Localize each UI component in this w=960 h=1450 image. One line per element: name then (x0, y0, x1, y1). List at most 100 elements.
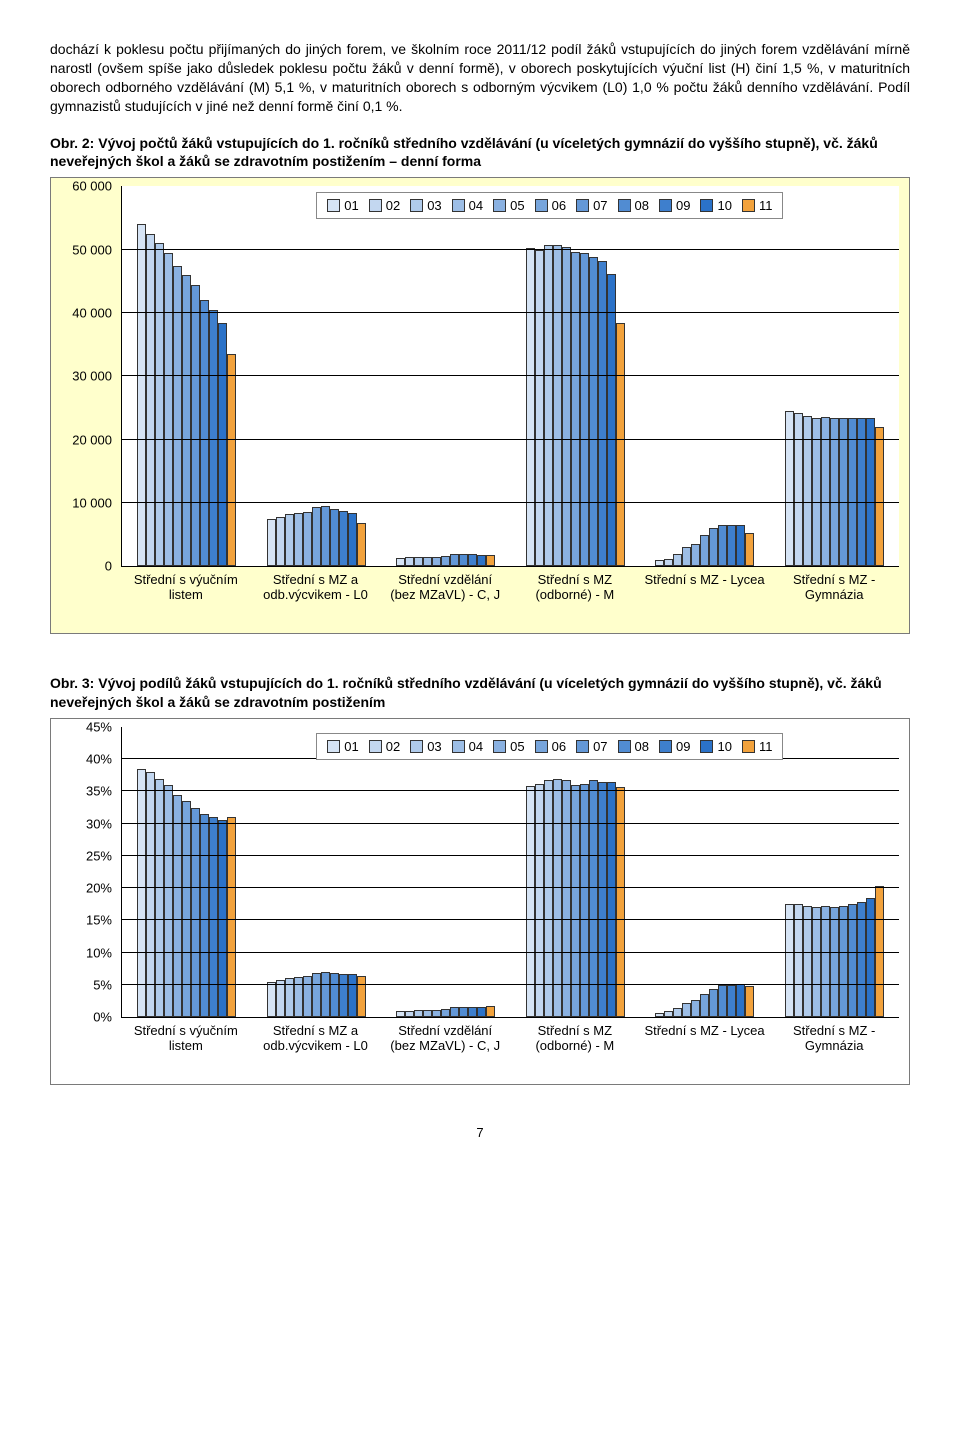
legend-item: 06 (535, 739, 566, 754)
legend-item: 05 (493, 198, 524, 213)
bar (580, 784, 589, 1017)
bar (312, 507, 321, 567)
legend-item: 10 (700, 739, 731, 754)
bar (209, 817, 218, 1017)
bar (155, 779, 164, 1017)
bar (357, 523, 366, 566)
bar (794, 904, 803, 1017)
bar (866, 898, 875, 1017)
bar-set (137, 727, 236, 1017)
legend-label: 05 (510, 198, 524, 213)
legend-item: 10 (700, 198, 731, 213)
legend-swatch (700, 740, 713, 753)
bar (441, 556, 450, 566)
bar (339, 511, 348, 566)
bar (348, 513, 357, 567)
legend-item: 08 (618, 739, 649, 754)
legend-item: 08 (618, 198, 649, 213)
bar (276, 517, 285, 566)
bar-group (640, 186, 770, 566)
bar (218, 323, 227, 567)
legend-swatch (576, 199, 589, 212)
bar-group (381, 186, 511, 566)
bar-set (267, 186, 366, 566)
legend-swatch (618, 199, 631, 212)
bar (839, 418, 848, 567)
bar (450, 1007, 459, 1017)
bar (468, 1007, 477, 1017)
bar-set (655, 186, 754, 566)
legend-label: 01 (344, 198, 358, 213)
legend-swatch (618, 740, 631, 753)
bar (432, 1010, 441, 1017)
legend-label: 11 (759, 739, 773, 754)
chart3-bars (122, 727, 899, 1017)
y-tick-label: 5% (93, 977, 112, 992)
bar (423, 1010, 432, 1017)
y-tick-label: 50 000 (72, 242, 112, 257)
bar-set (137, 186, 236, 566)
gridline (122, 984, 899, 985)
legend-label: 02 (386, 739, 400, 754)
bar-set (396, 727, 495, 1017)
x-axis-label: Střední s MZ - Lycea (640, 1018, 770, 1054)
bar (526, 786, 535, 1017)
bar-group (511, 186, 641, 566)
bar (718, 985, 727, 1017)
bar (330, 509, 339, 566)
bar-group (770, 727, 900, 1017)
bar (812, 907, 821, 1017)
chart3-y-axis: 0%5%10%15%20%25%30%35%40%45% (61, 727, 116, 1017)
bar (736, 984, 745, 1017)
bar (535, 250, 544, 567)
bar (848, 418, 857, 566)
bar (571, 785, 580, 1017)
chart2-legend: 0102030405060708091011 (316, 192, 783, 219)
legend-label: 06 (552, 739, 566, 754)
y-tick-label: 25% (86, 848, 112, 863)
y-tick-label: 35% (86, 784, 112, 799)
bar (477, 1007, 486, 1017)
bar (155, 243, 164, 566)
bar (830, 418, 839, 567)
bar (357, 976, 366, 1017)
bar (468, 554, 477, 566)
bar (321, 972, 330, 1017)
legend-label: 11 (759, 198, 773, 213)
bar (727, 525, 736, 566)
bar (312, 973, 321, 1017)
y-tick-label: 45% (86, 720, 112, 735)
legend-swatch (493, 740, 506, 753)
bar (173, 266, 182, 567)
legend-label: 04 (469, 739, 483, 754)
chart2-x-axis: Střední s výučním listemStřední s MZ a o… (121, 567, 899, 603)
bar (227, 817, 236, 1017)
gridline (122, 439, 899, 440)
bar (607, 274, 616, 567)
bar-set (526, 727, 625, 1017)
legend-item: 03 (410, 198, 441, 213)
legend-item: 03 (410, 739, 441, 754)
bar (477, 555, 486, 566)
bar (562, 247, 571, 567)
bar-group (381, 727, 511, 1017)
gridline (122, 502, 899, 503)
bar (821, 906, 830, 1017)
x-axis-label: Střední s MZ (odborné) - M (510, 567, 640, 603)
legend-item: 09 (659, 739, 690, 754)
chart2-plot-wrapper: 010 00020 00030 00040 00050 00060 000 01… (61, 186, 899, 567)
gridline (122, 887, 899, 888)
bar (164, 253, 173, 567)
bar-set (267, 727, 366, 1017)
bar (616, 787, 625, 1017)
chart2-container: 010 00020 00030 00040 00050 00060 000 01… (50, 177, 910, 634)
legend-item: 11 (742, 198, 773, 213)
bar (664, 559, 673, 567)
bar (486, 1006, 495, 1017)
bar (718, 525, 727, 566)
y-tick-label: 10% (86, 945, 112, 960)
bar (267, 519, 276, 567)
bar (727, 985, 736, 1017)
bar (598, 782, 607, 1017)
bar (866, 418, 875, 567)
